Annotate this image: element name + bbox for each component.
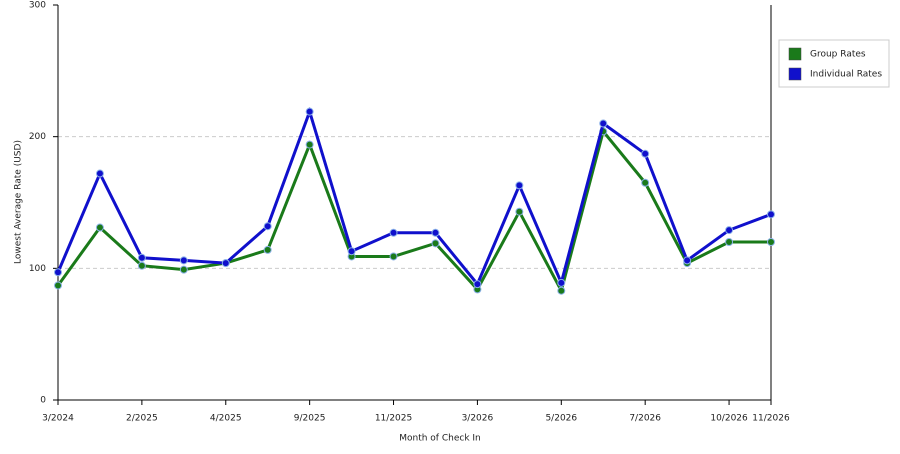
data-point — [389, 228, 398, 237]
x-tick-label: 5/2026 — [545, 414, 577, 424]
data-point — [54, 281, 62, 290]
y-tick-label: 0 — [40, 396, 46, 406]
data-point — [599, 119, 608, 128]
series-line — [56, 106, 772, 288]
data-point — [95, 169, 104, 178]
x-tick-label: 4/2025 — [210, 414, 242, 424]
x-tick-label: 3/2024 — [42, 414, 74, 424]
data-point — [263, 222, 272, 231]
data-point — [54, 268, 62, 277]
data-point — [641, 178, 650, 187]
x-tick-label: 7/2026 — [629, 414, 661, 424]
data-point — [389, 252, 398, 261]
data-point — [515, 207, 524, 216]
data-point — [557, 278, 566, 287]
data-point — [431, 228, 440, 237]
x-tick-label: 9/2025 — [294, 414, 326, 424]
data-point — [305, 140, 314, 149]
data-point — [179, 256, 188, 265]
data-point — [137, 253, 146, 262]
legend-swatch — [788, 47, 802, 61]
data-point — [641, 149, 650, 158]
data-point — [263, 245, 272, 254]
y-tick-label: 100 — [29, 264, 46, 274]
data-point — [95, 223, 104, 232]
x-tick-label: 3/2026 — [462, 414, 494, 424]
data-point — [515, 181, 524, 190]
data-point — [305, 107, 314, 116]
data-point — [767, 238, 775, 246]
series-line — [56, 128, 771, 295]
x-axis-label: Month of Check In — [399, 434, 481, 444]
data-point — [137, 261, 146, 270]
data-point — [347, 247, 356, 256]
data-point — [557, 286, 566, 295]
data-point — [725, 226, 734, 235]
y-tick-label: 200 — [29, 132, 46, 142]
x-tick-label: 2/2025 — [126, 414, 158, 424]
x-tick-label: 11/2025 — [375, 414, 412, 424]
data-point — [179, 265, 188, 274]
data-point — [221, 259, 230, 268]
data-point — [683, 256, 692, 265]
y-tick-label: 300 — [29, 1, 46, 11]
data-point — [767, 210, 775, 219]
data-point — [725, 238, 734, 246]
x-tick-label: 10/2026 — [710, 414, 748, 424]
legend-swatch — [788, 67, 802, 81]
x-tick-label: 11/2026 — [752, 414, 790, 424]
data-point — [431, 239, 440, 248]
y-axis-label: Lowest Average Rate (USD) — [14, 140, 24, 264]
data-point — [473, 280, 482, 289]
legend-label: Group Rates — [810, 50, 866, 60]
legend-label: Individual Rates — [810, 70, 882, 80]
